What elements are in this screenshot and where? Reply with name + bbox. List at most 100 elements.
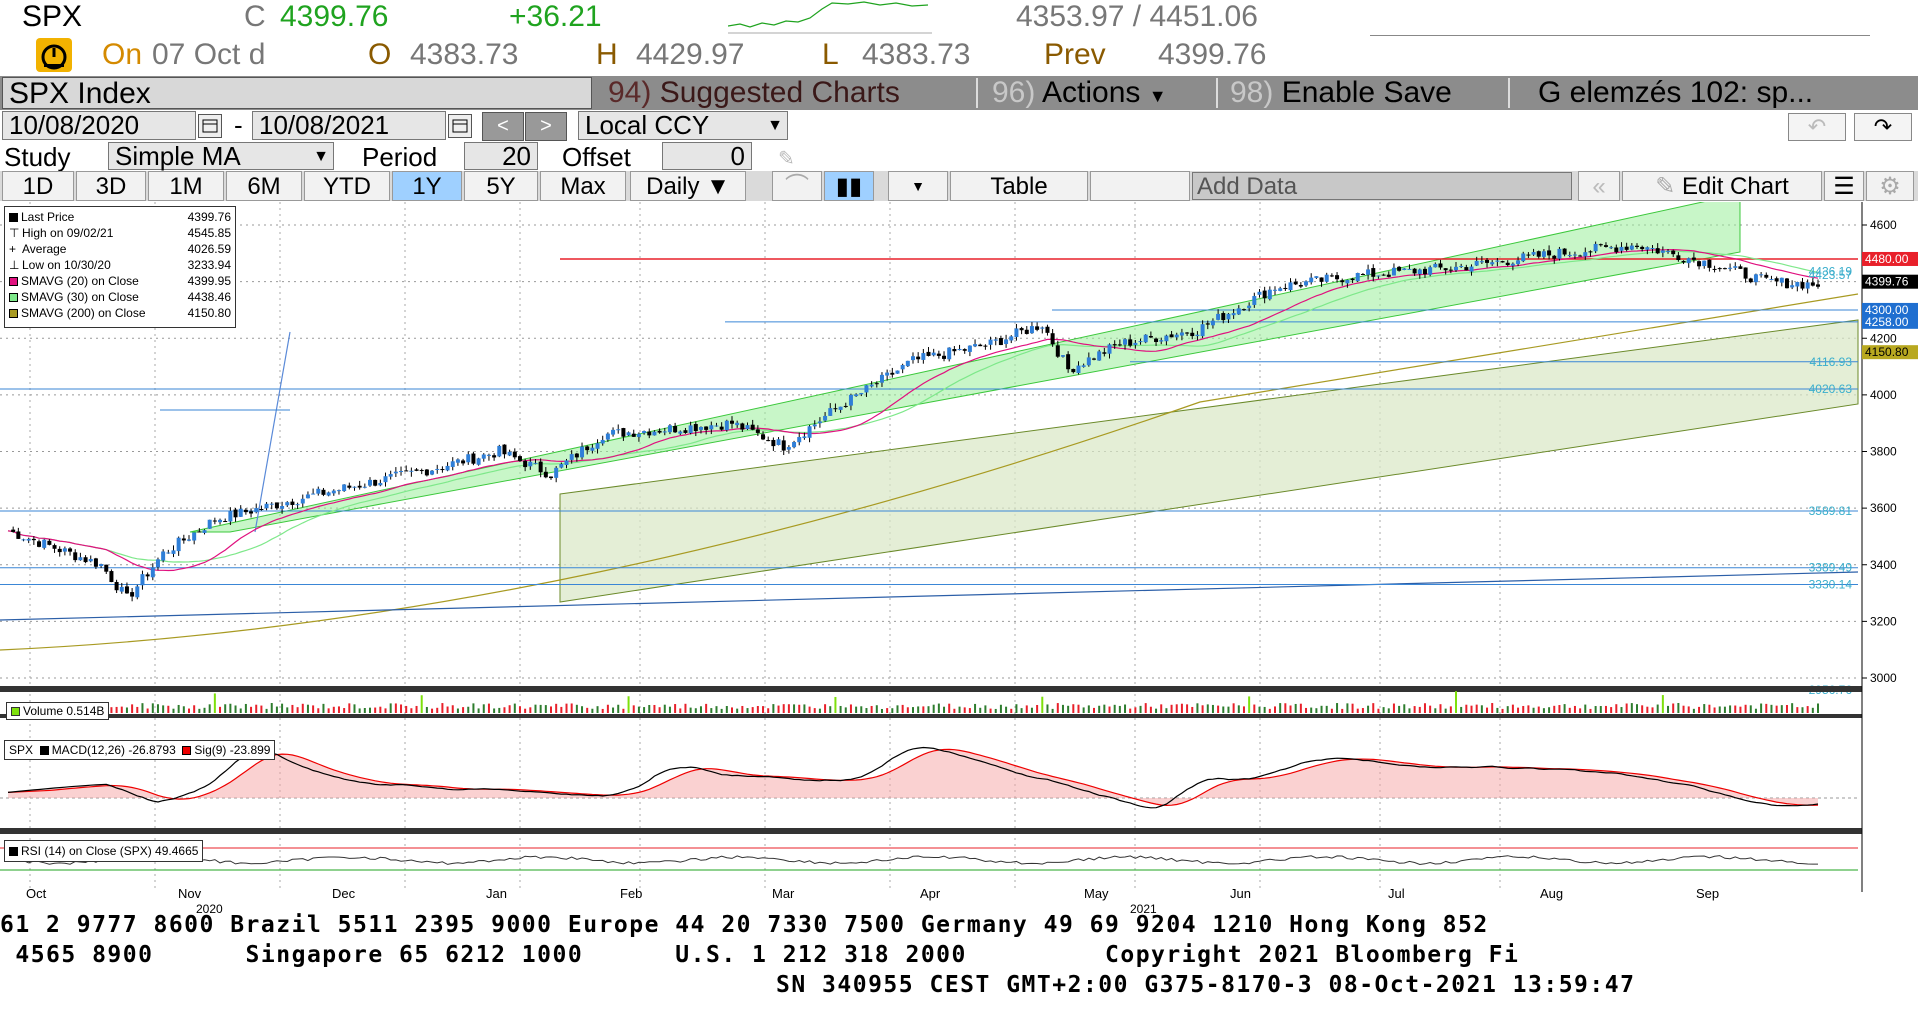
volume-bar — [1708, 704, 1711, 713]
candle-body — [150, 567, 155, 578]
period-input[interactable]: 20 — [464, 142, 538, 170]
candle-body — [455, 459, 460, 463]
volume-bar — [120, 706, 123, 713]
level-label: 4436.19 — [1809, 264, 1853, 278]
candle-body — [1805, 282, 1810, 289]
volume-bar — [906, 707, 909, 713]
volume-bar — [441, 703, 444, 713]
pencil-icon[interactable]: ✎ — [778, 148, 795, 170]
chevron-down-icon: ▼ — [767, 117, 783, 134]
period-button-1m[interactable]: 1M — [148, 171, 224, 201]
candle-body — [590, 447, 595, 451]
volume-bar — [1558, 705, 1561, 713]
volume-bar — [487, 703, 490, 713]
period-button-ytd[interactable]: YTD — [304, 171, 390, 201]
table-button[interactable]: Table — [950, 171, 1088, 201]
volume-bar — [648, 704, 651, 713]
volume-bar — [1713, 707, 1716, 713]
volume-bar — [270, 703, 273, 713]
footer-contacts-2: 4565 8900 Singapore 65 6212 1000 U.S. 1 … — [0, 942, 1520, 968]
volume-bar — [1599, 706, 1602, 713]
candle-body — [1221, 313, 1226, 321]
candle-body — [1102, 352, 1107, 354]
volume-bar — [1620, 707, 1623, 713]
candle-body — [921, 353, 926, 360]
candle-body — [1572, 254, 1577, 256]
period-button-max[interactable]: Max — [540, 171, 626, 201]
candle-chart-icon[interactable]: ▮▮ — [824, 171, 874, 201]
gauge-icon[interactable] — [36, 38, 72, 72]
candle-body — [1402, 268, 1407, 270]
actions-button[interactable]: 96) Actions ▼ — [992, 76, 1167, 110]
price-tag — [1862, 274, 1918, 289]
volume-bar — [1356, 708, 1359, 713]
end-date-field[interactable]: 10/08/2021 — [252, 111, 446, 140]
candle-body — [1143, 334, 1148, 343]
volume-bar — [932, 704, 935, 713]
volume-bar — [1294, 703, 1297, 713]
redo-button[interactable]: ↷ — [1854, 113, 1912, 141]
volume-bar — [999, 704, 1002, 713]
axis-label: 3600 — [1870, 501, 1897, 515]
period-label: Period — [362, 142, 438, 172]
volume-bar — [1118, 705, 1121, 713]
level-label: 3589.81 — [1809, 504, 1853, 518]
next-period-button[interactable]: > — [525, 112, 567, 141]
candle-body — [823, 415, 828, 421]
period-button-1d[interactable]: 1D — [2, 171, 74, 201]
edit-chart-button[interactable]: ✎ Edit Chart — [1622, 171, 1822, 201]
study-select[interactable]: Simple MA ▼ — [108, 142, 334, 170]
x-axis-year: 2020 — [196, 902, 223, 916]
volume-bar — [534, 704, 537, 713]
volume-bar — [1087, 705, 1090, 713]
volume-bar — [612, 707, 615, 713]
period-button-6m[interactable]: 6M — [226, 171, 302, 201]
candle-body — [807, 426, 812, 438]
candle-body — [667, 425, 672, 433]
macd-label: MACD(12,26) -26.8793 — [51, 743, 176, 757]
frequency-select[interactable]: Daily ▼ — [630, 171, 746, 201]
volume-bar — [1418, 706, 1421, 713]
offset-input[interactable]: 0 — [662, 142, 752, 170]
candle-body — [776, 439, 781, 446]
period-button-3d[interactable]: 3D — [76, 171, 146, 201]
legend-value: 4438.46 — [187, 290, 231, 304]
analysis-title[interactable]: G elemzés 102: sp... — [1538, 76, 1814, 109]
volume-bar — [436, 707, 439, 713]
period-button-5y[interactable]: 5Y — [464, 171, 538, 201]
calendar-icon[interactable] — [198, 114, 222, 138]
suggested-charts-button[interactable]: 94) Suggested Charts — [608, 76, 900, 110]
candle-body — [1428, 267, 1433, 275]
volume-bar — [529, 707, 532, 713]
candle-body — [838, 406, 843, 410]
volume-bar — [446, 706, 449, 713]
candle-body — [1060, 355, 1065, 357]
start-date-field[interactable]: 10/08/2020 — [2, 111, 196, 140]
candle-body — [1386, 274, 1391, 277]
undo-button[interactable]: ↶ — [1788, 113, 1846, 141]
security-field[interactable]: SPX Index — [2, 77, 592, 110]
previous-period-button[interactable]: < — [482, 112, 524, 141]
signal-line — [7, 748, 1819, 807]
volume-bar — [1160, 704, 1163, 713]
chart-type-dropdown[interactable]: ▼ — [888, 171, 948, 201]
candle-body — [1681, 260, 1686, 263]
candle-body — [1764, 274, 1769, 278]
volume-bar — [379, 706, 382, 713]
currency-select[interactable]: Local CCY ▼ — [578, 111, 788, 140]
chart-settings-icon[interactable]: ☰ — [1824, 171, 1864, 201]
volume-bar — [400, 704, 403, 713]
gear-icon[interactable]: ⚙ — [1866, 171, 1914, 201]
collapse-icon[interactable]: « — [1578, 171, 1620, 201]
candle-body — [1541, 251, 1546, 257]
enable-save-button[interactable]: 98) Enable Save — [1230, 76, 1452, 110]
candle-body — [1050, 333, 1055, 345]
add-data-input[interactable]: Add Data — [1192, 172, 1572, 200]
calendar-icon[interactable] — [448, 114, 472, 138]
volume-bar — [327, 708, 330, 713]
line-chart-icon[interactable]: ⌒ — [772, 171, 822, 201]
period-button-1y[interactable]: 1Y — [392, 171, 462, 201]
volume-bar — [1486, 707, 1489, 713]
volume-bar — [1625, 703, 1628, 713]
